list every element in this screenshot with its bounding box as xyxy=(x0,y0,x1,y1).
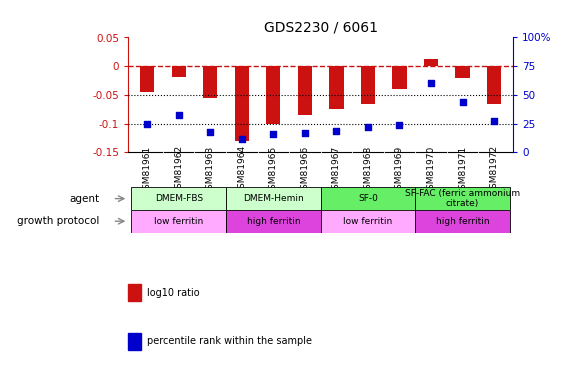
Text: GSM81967: GSM81967 xyxy=(332,145,341,195)
Point xyxy=(490,118,499,124)
Point xyxy=(206,129,215,135)
Bar xyxy=(171,66,186,76)
Point xyxy=(174,111,184,117)
Bar xyxy=(226,188,321,210)
Bar xyxy=(140,66,154,92)
Text: GSM81962: GSM81962 xyxy=(174,146,183,195)
Text: GSM81966: GSM81966 xyxy=(300,145,310,195)
Point xyxy=(458,99,467,105)
Text: GSM81970: GSM81970 xyxy=(427,145,436,195)
Text: high ferritin: high ferritin xyxy=(247,217,300,226)
Point xyxy=(395,122,404,128)
Bar xyxy=(203,66,217,98)
Bar xyxy=(266,66,280,124)
Bar xyxy=(392,66,406,89)
Text: GSM81963: GSM81963 xyxy=(206,145,215,195)
Bar xyxy=(298,66,312,115)
Text: high ferritin: high ferritin xyxy=(436,217,489,226)
Text: low ferritin: low ferritin xyxy=(343,217,392,226)
Bar xyxy=(226,210,321,232)
Bar xyxy=(131,210,226,232)
Text: DMEM-Hemin: DMEM-Hemin xyxy=(243,194,304,203)
Text: GSM81971: GSM81971 xyxy=(458,145,467,195)
Text: GSM81965: GSM81965 xyxy=(269,145,278,195)
Text: GSM81969: GSM81969 xyxy=(395,145,404,195)
Bar xyxy=(361,66,375,104)
Text: GSM81961: GSM81961 xyxy=(143,145,152,195)
Text: log10 ratio: log10 ratio xyxy=(147,288,199,297)
Bar xyxy=(329,66,343,110)
Text: low ferritin: low ferritin xyxy=(154,217,203,226)
Title: GDS2230 / 6061: GDS2230 / 6061 xyxy=(264,21,378,35)
Text: DMEM-FBS: DMEM-FBS xyxy=(154,194,203,203)
Point xyxy=(300,130,310,136)
Text: GSM81972: GSM81972 xyxy=(490,146,498,195)
Text: SF-0: SF-0 xyxy=(358,194,378,203)
Bar xyxy=(415,188,510,210)
Bar xyxy=(321,188,415,210)
Bar xyxy=(424,59,438,66)
Bar xyxy=(415,210,510,232)
Point xyxy=(142,121,152,127)
Point xyxy=(363,124,373,130)
Text: GSM81964: GSM81964 xyxy=(237,146,246,195)
Point xyxy=(237,136,247,142)
Text: GSM81968: GSM81968 xyxy=(363,145,373,195)
Bar xyxy=(487,66,501,104)
Bar xyxy=(321,210,415,232)
Bar xyxy=(455,66,470,78)
Text: percentile rank within the sample: percentile rank within the sample xyxy=(147,336,312,346)
Text: agent: agent xyxy=(70,194,100,204)
Text: growth protocol: growth protocol xyxy=(17,216,100,226)
Bar xyxy=(131,188,226,210)
Point xyxy=(269,131,278,137)
Text: SF-FAC (ferric ammonium
citrate): SF-FAC (ferric ammonium citrate) xyxy=(405,189,520,209)
Bar xyxy=(235,66,249,141)
Point xyxy=(426,81,436,87)
Point xyxy=(332,128,341,134)
